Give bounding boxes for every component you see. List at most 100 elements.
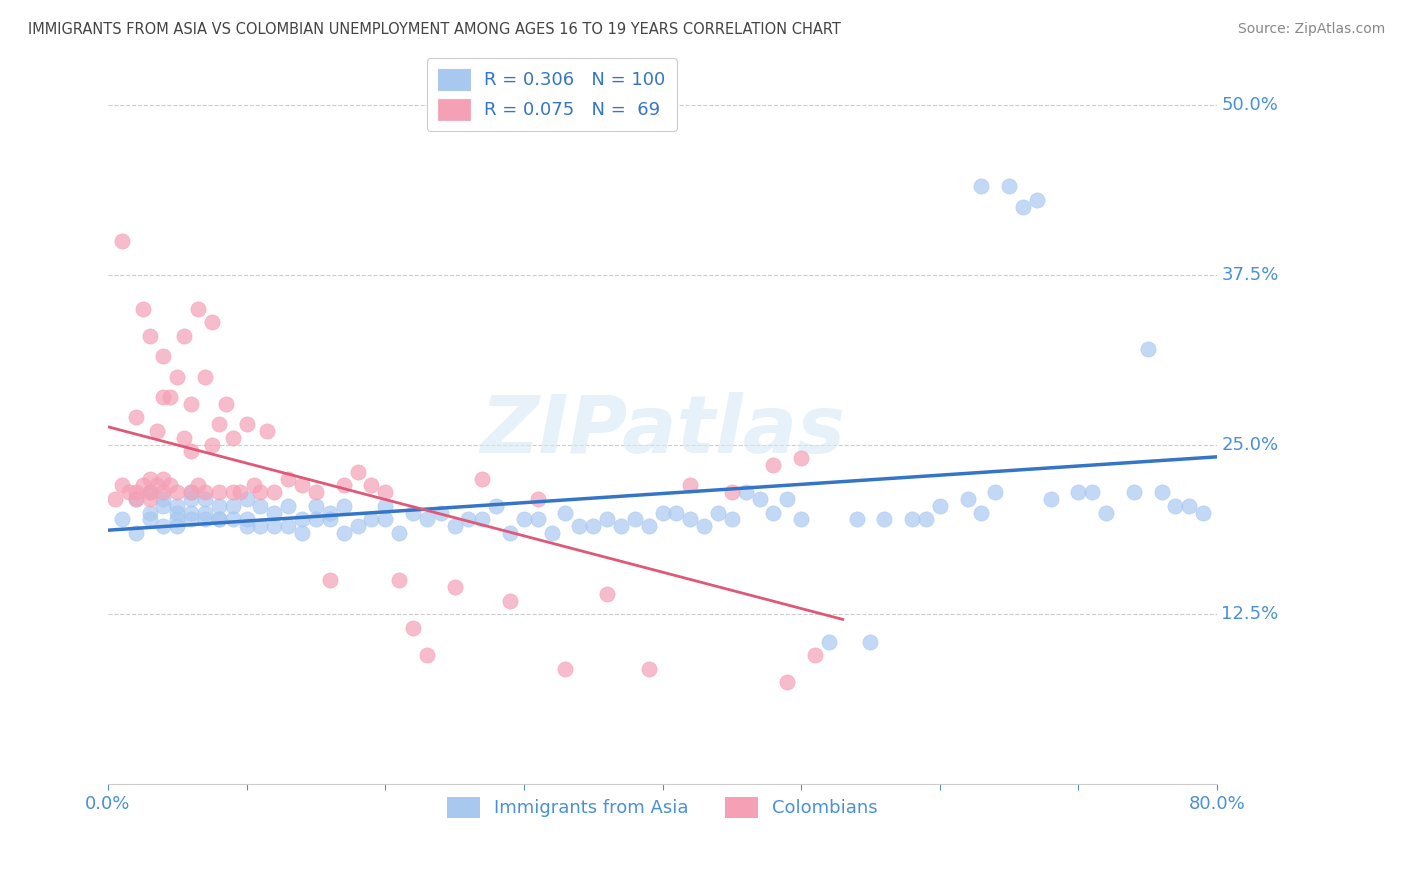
Point — [319, 506, 342, 520]
Point — [291, 525, 314, 540]
Point — [118, 485, 141, 500]
Point — [138, 485, 160, 500]
Point — [187, 478, 209, 492]
Text: ZIPatlas: ZIPatlas — [479, 392, 845, 470]
Point — [1095, 506, 1118, 520]
Point — [845, 512, 868, 526]
Point — [138, 328, 160, 343]
Point — [1012, 200, 1035, 214]
Point — [554, 662, 576, 676]
Point — [332, 499, 354, 513]
Point — [166, 499, 188, 513]
Point — [145, 424, 167, 438]
Point — [1136, 343, 1159, 357]
Point — [125, 485, 148, 500]
Point — [263, 519, 285, 533]
Point — [623, 512, 645, 526]
Point — [901, 512, 924, 526]
Point — [180, 397, 202, 411]
Point — [429, 506, 451, 520]
Point — [145, 478, 167, 492]
Point — [125, 491, 148, 506]
Point — [402, 621, 425, 635]
Point — [360, 512, 382, 526]
Point — [277, 519, 299, 533]
Point — [138, 485, 160, 500]
Point — [388, 525, 411, 540]
Point — [970, 506, 993, 520]
Point — [305, 512, 328, 526]
Point — [360, 478, 382, 492]
Point — [374, 512, 396, 526]
Point — [256, 424, 278, 438]
Point — [485, 499, 508, 513]
Point — [291, 512, 314, 526]
Point — [1081, 485, 1104, 500]
Point — [235, 519, 257, 533]
Point — [166, 369, 188, 384]
Point — [998, 179, 1021, 194]
Point — [222, 499, 245, 513]
Point — [1192, 506, 1215, 520]
Point — [222, 512, 245, 526]
Point — [707, 506, 730, 520]
Point — [152, 349, 174, 363]
Point — [222, 485, 245, 500]
Point — [457, 512, 479, 526]
Point — [180, 506, 202, 520]
Point — [138, 512, 160, 526]
Point — [956, 491, 979, 506]
Point — [180, 485, 202, 500]
Point — [180, 485, 202, 500]
Point — [138, 506, 160, 520]
Point — [194, 485, 217, 500]
Point — [173, 328, 195, 343]
Point — [208, 417, 231, 431]
Point — [208, 512, 231, 526]
Point — [346, 519, 368, 533]
Point — [499, 525, 522, 540]
Point — [526, 512, 548, 526]
Point — [776, 491, 799, 506]
Point — [416, 648, 439, 663]
Point — [388, 574, 411, 588]
Text: 12.5%: 12.5% — [1222, 606, 1278, 624]
Point — [263, 485, 285, 500]
Point — [235, 417, 257, 431]
Point — [762, 458, 785, 472]
Point — [125, 410, 148, 425]
Point — [166, 512, 188, 526]
Point — [915, 512, 938, 526]
Point — [319, 574, 342, 588]
Point — [776, 675, 799, 690]
Point — [242, 478, 264, 492]
Point — [471, 471, 494, 485]
Point — [249, 519, 271, 533]
Point — [665, 506, 688, 520]
Legend: Immigrants from Asia, Colombians: Immigrants from Asia, Colombians — [440, 789, 884, 825]
Point — [734, 485, 756, 500]
Text: 25.0%: 25.0% — [1222, 435, 1278, 453]
Point — [1122, 485, 1144, 500]
Point — [873, 512, 896, 526]
Point — [194, 369, 217, 384]
Point — [1178, 499, 1201, 513]
Point — [249, 485, 271, 500]
Point — [180, 512, 202, 526]
Point — [111, 512, 134, 526]
Point — [187, 301, 209, 316]
Point — [637, 662, 659, 676]
Point — [1067, 485, 1090, 500]
Point — [471, 512, 494, 526]
Point — [159, 390, 181, 404]
Text: 50.0%: 50.0% — [1222, 95, 1278, 113]
Point — [166, 485, 188, 500]
Point — [596, 512, 619, 526]
Point — [540, 525, 562, 540]
Point — [194, 491, 217, 506]
Point — [125, 491, 148, 506]
Point — [748, 491, 770, 506]
Point — [201, 315, 224, 329]
Point — [790, 451, 813, 466]
Text: IMMIGRANTS FROM ASIA VS COLOMBIAN UNEMPLOYMENT AMONG AGES 16 TO 19 YEARS CORRELA: IMMIGRANTS FROM ASIA VS COLOMBIAN UNEMPL… — [28, 22, 841, 37]
